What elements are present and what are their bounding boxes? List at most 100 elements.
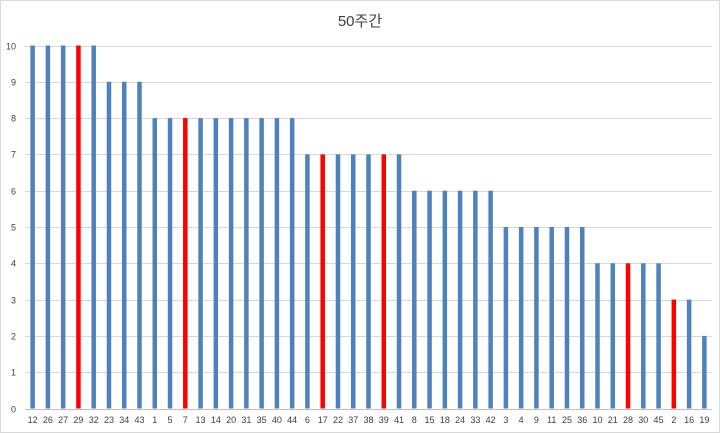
- x-tick-label: 21: [608, 415, 618, 425]
- bar-29: [76, 45, 81, 409]
- x-tick-label: 20: [226, 415, 236, 425]
- bar-12: [30, 45, 35, 409]
- y-tick-label: 2: [11, 332, 16, 342]
- y-tick-label: 7: [11, 150, 16, 160]
- y-tick-label: 4: [11, 259, 16, 269]
- bar-13: [198, 118, 203, 409]
- bar-25: [564, 227, 570, 409]
- x-tick-label: 38: [363, 415, 373, 425]
- x-tick-label: 45: [654, 415, 664, 425]
- bar-45: [656, 263, 661, 409]
- x-tick-label: 12: [28, 415, 38, 425]
- x-tick-label: 9: [534, 415, 539, 425]
- x-tick-label: 32: [89, 415, 99, 425]
- x-tick-label: 2: [671, 415, 676, 425]
- bar-30: [641, 263, 646, 409]
- chart-title: 50주간: [337, 13, 383, 30]
- bar-4: [518, 227, 524, 409]
- x-tick-label: 37: [348, 415, 358, 425]
- x-tick-label: 43: [134, 415, 144, 425]
- bar-20: [228, 118, 234, 409]
- bar-11: [549, 227, 554, 409]
- x-tick-label: 29: [73, 415, 83, 425]
- y-axis: 0 1 2 3 4 5 6 7 8 9 10: [6, 42, 16, 415]
- x-tick-label: 1: [152, 415, 157, 425]
- bar-18: [442, 190, 448, 409]
- bar-27: [60, 45, 66, 409]
- y-tick-label: 5: [11, 223, 16, 233]
- bar-24: [457, 190, 463, 409]
- x-tick-label: 4: [519, 415, 524, 425]
- bar-40: [274, 118, 280, 409]
- bar-44: [289, 118, 295, 409]
- bar-15: [427, 190, 432, 409]
- bar-2: [671, 299, 677, 409]
- bar-9: [534, 227, 539, 409]
- x-tick-label: 36: [577, 415, 587, 425]
- bar-7: [183, 118, 188, 409]
- x-tick-label: 14: [211, 415, 221, 425]
- bar-16: [686, 299, 692, 409]
- x-tick-label: 13: [196, 415, 206, 425]
- bar-38: [366, 154, 371, 409]
- x-tick-label: 22: [333, 415, 343, 425]
- y-tick-label: 6: [11, 187, 16, 197]
- x-axis: 12 26 27 29 32 23 34 43 1 5 7 13 14 20 31 35 40 44 6 17 22 37…: [28, 415, 710, 425]
- x-tick-label: 40: [272, 415, 282, 425]
- bar-22: [335, 154, 341, 409]
- x-tick-label: 3: [503, 415, 508, 425]
- y-tick-label: 9: [11, 78, 16, 88]
- x-tick-label: 27: [58, 415, 68, 425]
- x-tick-label: 30: [638, 415, 648, 425]
- bar-33: [473, 190, 478, 409]
- bar-6: [305, 154, 310, 409]
- x-tick-label: 18: [440, 415, 450, 425]
- x-tick-label: 26: [43, 415, 53, 425]
- x-tick-label: 15: [425, 415, 435, 425]
- bar-14: [213, 118, 219, 409]
- x-tick-label: 17: [318, 415, 328, 425]
- y-tick-label: 10: [6, 42, 16, 52]
- bar-23: [106, 81, 112, 409]
- x-tick-label: 25: [562, 415, 572, 425]
- x-tick-label: 6: [305, 415, 310, 425]
- bar-34: [121, 81, 127, 409]
- x-tick-label: 7: [183, 415, 188, 425]
- x-tick-label: 23: [104, 415, 114, 425]
- x-tick-label: 39: [379, 415, 389, 425]
- bar-10: [595, 263, 600, 409]
- y-tick-label: 3: [11, 296, 16, 306]
- bar-36: [579, 227, 585, 409]
- bar-8: [412, 190, 417, 409]
- bar-28: [625, 263, 631, 409]
- y-tick-label: 0: [11, 405, 16, 415]
- x-tick-label: 31: [241, 415, 251, 425]
- bar-3: [503, 227, 509, 409]
- bar-35: [259, 118, 264, 409]
- x-tick-label: 10: [592, 415, 602, 425]
- x-tick-label: 41: [394, 415, 404, 425]
- x-tick-label: 42: [486, 415, 496, 425]
- bar-17: [320, 154, 325, 409]
- x-tick-label: 33: [470, 415, 480, 425]
- x-tick-label: 11: [547, 415, 556, 425]
- bar-19: [702, 335, 707, 409]
- x-tick-label: 16: [684, 415, 694, 425]
- y-tick-label: 1: [11, 368, 16, 378]
- bar-42: [488, 190, 493, 409]
- x-tick-label: 5: [168, 415, 173, 425]
- y-tick-label: 8: [11, 114, 16, 124]
- x-tick-label: 35: [257, 415, 267, 425]
- bar-43: [137, 81, 142, 409]
- bar-39: [381, 154, 387, 409]
- x-tick-label: 34: [119, 415, 129, 425]
- bar-41: [396, 154, 402, 409]
- bar-1: [152, 118, 158, 409]
- x-tick-label: 19: [699, 415, 709, 425]
- bar-32: [91, 45, 96, 409]
- x-tick-label: 44: [287, 415, 297, 425]
- bar-26: [45, 45, 51, 409]
- x-tick-label: 8: [412, 415, 417, 425]
- x-tick-label: 28: [623, 415, 633, 425]
